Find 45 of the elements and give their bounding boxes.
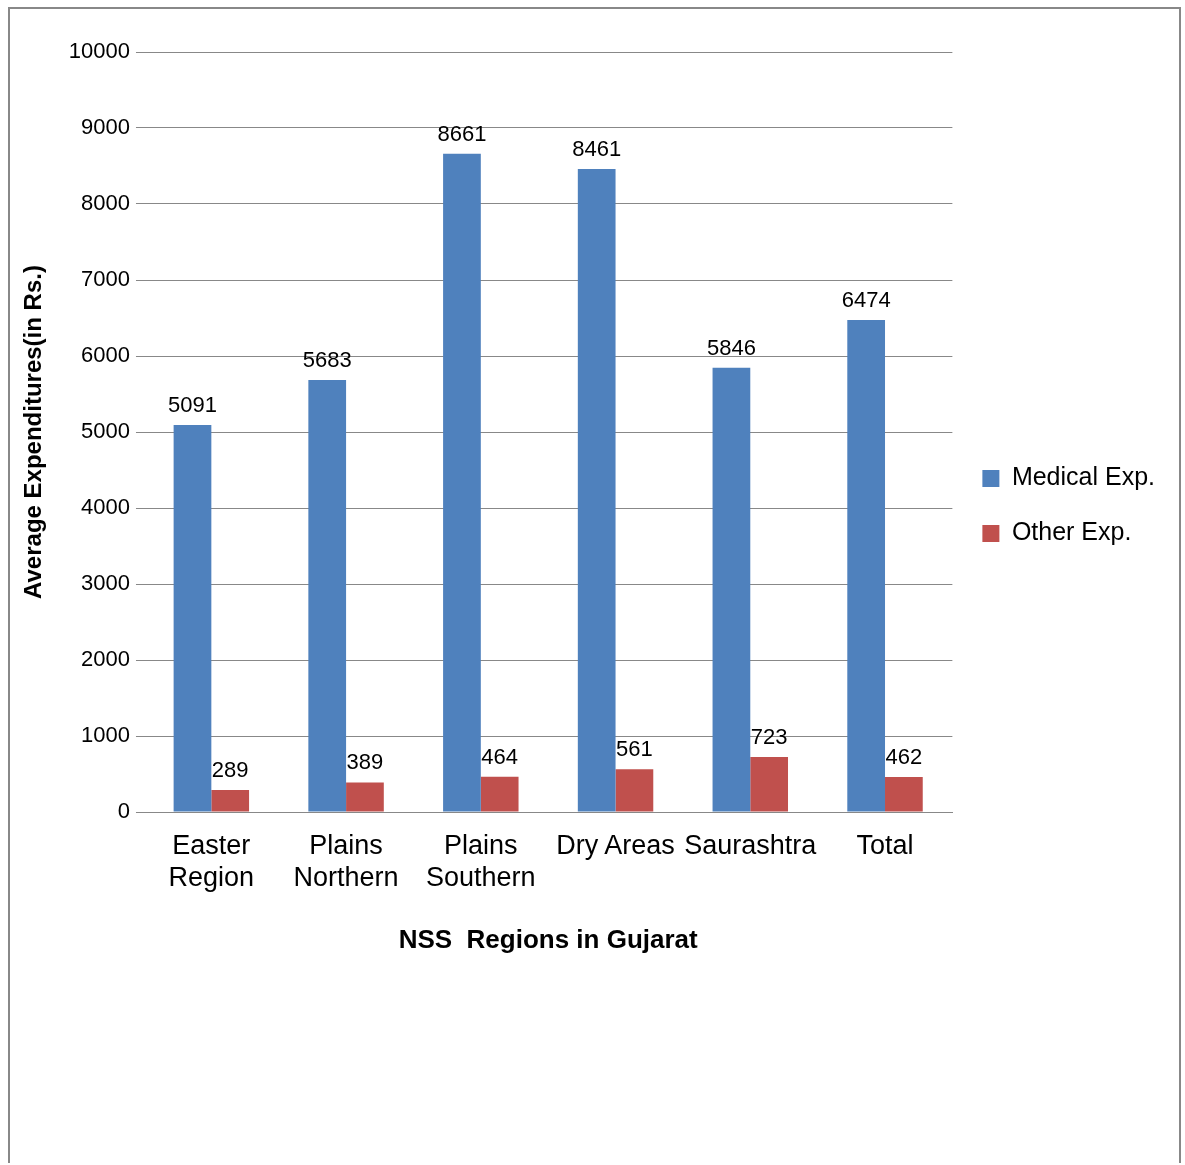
data-label: 5091 bbox=[168, 392, 217, 418]
data-label: 6474 bbox=[841, 287, 891, 313]
y-tick-label: 7000 bbox=[81, 266, 130, 292]
bar bbox=[750, 757, 789, 812]
bar bbox=[712, 367, 751, 812]
y-tick-label: 5000 bbox=[81, 418, 130, 444]
y-axis-title: Average Expenditures(in Rs.) bbox=[19, 265, 47, 599]
y-tick-label: 1000 bbox=[81, 722, 130, 748]
y-tick-label: 3000 bbox=[81, 570, 130, 596]
bar bbox=[443, 153, 481, 812]
x-tick-label: Total bbox=[856, 829, 914, 860]
data-label: 289 bbox=[211, 757, 249, 783]
x-tick-label: Plains Southern bbox=[426, 829, 536, 893]
bar bbox=[346, 782, 384, 812]
bar bbox=[615, 769, 654, 812]
bar bbox=[480, 776, 519, 812]
legend-label: Other Exp. bbox=[1011, 517, 1132, 546]
data-label: 723 bbox=[750, 724, 788, 750]
data-label: 561 bbox=[616, 736, 653, 762]
data-label: 8661 bbox=[437, 120, 487, 146]
y-tick-label: 2000 bbox=[81, 646, 130, 672]
bar bbox=[308, 380, 347, 812]
bar bbox=[577, 168, 616, 812]
y-tick-label: 9000 bbox=[81, 114, 130, 140]
x-axis-title: NSS Regions in Gujarat bbox=[398, 923, 699, 954]
x-tick-label: Saurashtra bbox=[684, 829, 818, 860]
bar bbox=[211, 790, 250, 812]
y-tick-label: 10000 bbox=[68, 38, 130, 64]
x-tick-label: Dry Areas bbox=[556, 829, 675, 860]
x-tick-label: Plains Northern bbox=[293, 829, 399, 893]
data-label: 464 bbox=[481, 743, 519, 769]
data-label: 389 bbox=[346, 749, 384, 775]
data-label: 462 bbox=[885, 743, 923, 769]
y-tick-label: 6000 bbox=[81, 342, 130, 368]
legend-label: Medical Exp. bbox=[1011, 462, 1156, 491]
data-label: 5846 bbox=[706, 334, 756, 360]
bar bbox=[885, 776, 923, 812]
data-label: 8461 bbox=[572, 136, 622, 162]
x-tick-label: Easter Region bbox=[168, 829, 255, 893]
y-tick-label: 4000 bbox=[81, 494, 130, 520]
bar bbox=[173, 425, 212, 812]
bar bbox=[847, 319, 886, 812]
y-tick-label: 0 bbox=[117, 798, 130, 824]
y-tick-label: 8000 bbox=[81, 190, 130, 216]
data-label: 5683 bbox=[302, 347, 352, 373]
